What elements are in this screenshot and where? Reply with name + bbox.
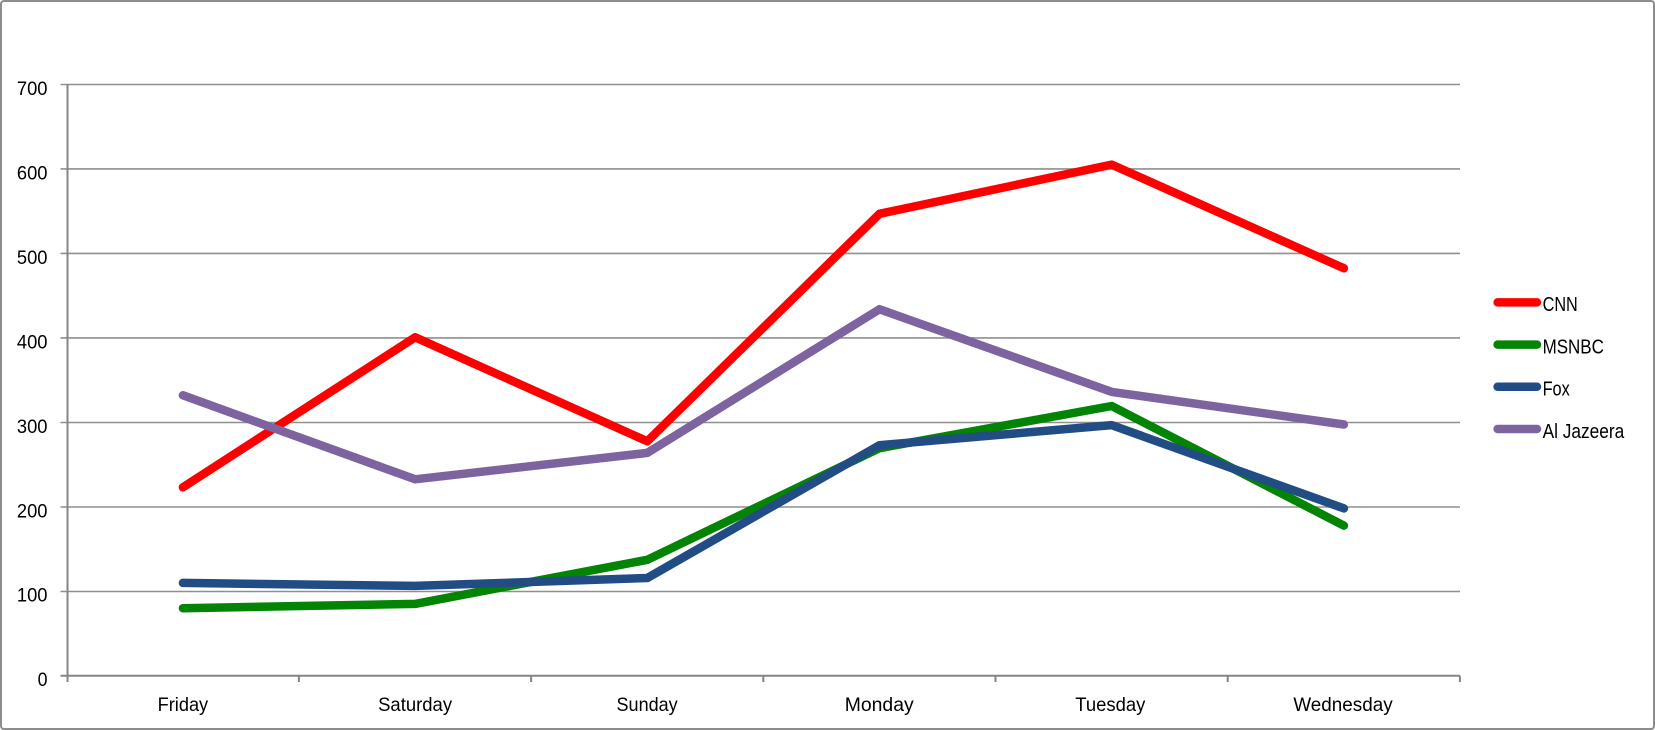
svg-text:700: 700 — [17, 78, 48, 100]
svg-text:200: 200 — [17, 500, 48, 522]
svg-text:600: 600 — [17, 163, 48, 185]
svg-text:Fox: Fox — [1543, 379, 1570, 401]
svg-text:Wednesday: Wednesday — [1293, 694, 1393, 716]
svg-text:Tuesday: Tuesday — [1075, 694, 1145, 716]
svg-text:Sunday: Sunday — [617, 694, 678, 716]
svg-text:500: 500 — [17, 247, 48, 269]
svg-text:MSNBC: MSNBC — [1543, 336, 1604, 358]
svg-text:300: 300 — [17, 416, 48, 438]
svg-text:CNN: CNN — [1543, 294, 1578, 316]
svg-text:0: 0 — [38, 669, 48, 691]
svg-text:Monday: Monday — [845, 694, 914, 716]
svg-text:400: 400 — [17, 331, 48, 353]
svg-text:Saturday: Saturday — [378, 694, 452, 716]
svg-text:Al Jazeera: Al Jazeera — [1543, 421, 1625, 443]
svg-text:100: 100 — [17, 585, 48, 607]
svg-text:Friday: Friday — [158, 694, 209, 716]
